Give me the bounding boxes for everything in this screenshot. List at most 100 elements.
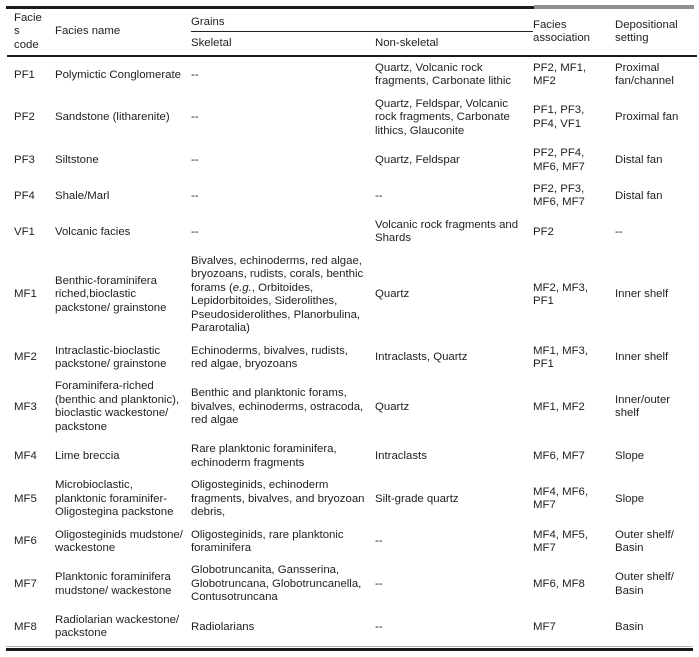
table-top-rule-gray-segment xyxy=(534,5,694,9)
cell-association: MF2, MF3, PF1 xyxy=(533,281,589,308)
cell-name: Intraclastic-bioclastic packstone/ grain… xyxy=(55,344,167,371)
cell-code: MF3 xyxy=(14,400,37,413)
header-non-skeletal: Non-skeletal xyxy=(375,31,533,58)
cell-setting: Outer shelf/ Basin xyxy=(615,571,674,597)
cell-skeletal: Bivalves, echinoderms, red algae, bryozo… xyxy=(191,254,364,335)
cell-name: Polymictic Conglomerate xyxy=(55,68,181,81)
cell-association: PF2, PF3, MF6, MF7 xyxy=(533,183,585,209)
cell-skeletal: -- xyxy=(191,111,199,124)
cell-association: MF1, MF3, PF1 xyxy=(533,344,589,371)
cell-code: MF4 xyxy=(14,450,37,462)
cell-non-skeletal: Quartz xyxy=(375,288,410,301)
cell-non-skeletal: -- xyxy=(375,577,383,590)
cell-non-skeletal: Quartz xyxy=(375,400,410,413)
table-row: MF4 Lime breccia Rare planktonic foraminif… xyxy=(7,439,697,475)
cell-non-skeletal: Quartz, Volcanic rock fragments, Carbona… xyxy=(375,61,512,88)
table-row: PF2 Sandstone (litharenite) -- Quartz, Feld… xyxy=(7,93,697,142)
cell-code: MF6 xyxy=(14,535,37,548)
cell-name: Radiolarian wackestone/ packstone xyxy=(55,613,180,640)
table-row: MF8 Radiolarian wackestone/ packstone Radi… xyxy=(7,609,697,645)
cell-code: PF1 xyxy=(14,68,35,81)
cell-name: Shale/Marl xyxy=(55,189,110,202)
header-facies-name: Facies name xyxy=(55,9,191,58)
cell-code: MF1 xyxy=(14,288,37,301)
facies-table: Facies code Facies name Grains Facies as… xyxy=(7,9,697,645)
table-row: MF5 Microbioclastic, planktonic foraminif… xyxy=(7,475,697,524)
table-row: PF3 Siltstone -- Quartz, Feldspar PF2, PF4, … xyxy=(7,143,697,179)
table-row: MF6 Oligosteginids mudstone/ wackestone Ol… xyxy=(7,524,697,560)
cell-skeletal: -- xyxy=(191,68,199,81)
cell-non-skeletal: Intraclasts xyxy=(375,450,427,462)
cell-non-skeletal: -- xyxy=(375,189,383,202)
cell-setting: Basin xyxy=(615,620,644,633)
cell-setting: -- xyxy=(615,225,623,238)
table-header: Facies code Facies name Grains Facies as… xyxy=(7,9,697,58)
cell-association: MF6, MF8 xyxy=(533,577,585,590)
cell-association: PF2, MF1, MF2 xyxy=(533,61,587,88)
header-grains: Grains xyxy=(191,9,533,32)
cell-skeletal: -- xyxy=(191,153,199,166)
cell-setting: Slope xyxy=(615,450,645,462)
cell-setting: Distal fan xyxy=(615,189,663,202)
cell-name: Sandstone (litharenite) xyxy=(55,111,170,124)
cell-name: Siltstone xyxy=(55,153,99,166)
cell-skeletal: Oligosteginids, echinoderm fragments, bi… xyxy=(191,479,365,519)
table-bottom-rule xyxy=(6,646,693,652)
cell-code: MF5 xyxy=(14,492,37,505)
cell-skeletal: Echinoderms, bivalves, rudists, red alga… xyxy=(191,344,348,371)
cell-association: MF4, MF6, MF7 xyxy=(533,485,589,512)
cell-setting: Distal fan xyxy=(615,153,663,166)
table-row: MF7 Planktonic foraminifera mudstone/ wac… xyxy=(7,560,697,609)
cell-non-skeletal: Quartz, Feldspar, Volcanic rock fragment… xyxy=(375,97,510,137)
cell-name: Benthic-foraminifera riched,bioclastic p… xyxy=(55,275,167,314)
table-row: PF1 Polymictic Conglomerate -- Quartz, Volc… xyxy=(7,56,697,93)
cell-non-skeletal: Silt-grade quartz xyxy=(375,492,459,505)
cell-code: MF2 xyxy=(14,351,37,364)
cell-skeletal: Benthic and planktonic forams, bivalves,… xyxy=(191,387,364,427)
header-skeletal: Skeletal xyxy=(191,31,375,58)
cell-non-skeletal: -- xyxy=(375,620,383,633)
table-row: PF4 Shale/Marl -- -- PF2, PF3, MF6, MF7 Dista… xyxy=(7,179,697,215)
table-row: MF2 Intraclastic-bioclastic packstone/ gr… xyxy=(7,340,697,376)
cell-setting: Outer shelf/ Basin xyxy=(615,528,674,554)
cell-association: MF4, MF5, MF7 xyxy=(533,528,589,554)
cell-setting: Inner shelf xyxy=(615,351,669,364)
cell-association: PF2 xyxy=(533,225,554,238)
table-row: MF1 Benthic-foraminifera riched,bioclasti… xyxy=(7,250,697,340)
table-top-rule xyxy=(6,5,694,9)
cell-code: PF2 xyxy=(14,111,35,124)
cell-association: PF2, PF4, MF6, MF7 xyxy=(533,147,585,173)
cell-skeletal: -- xyxy=(191,225,199,238)
cell-non-skeletal: Volcanic rock fragments and Shards xyxy=(375,218,519,245)
cell-code: PF3 xyxy=(14,153,35,166)
table-row: VF1 Volcanic facies -- Volcanic rock fragme… xyxy=(7,214,697,250)
cell-code: PF4 xyxy=(14,189,35,202)
cell-non-skeletal: Quartz, Feldspar xyxy=(375,153,460,166)
cell-name: Oligosteginids mudstone/ wackestone xyxy=(55,528,183,554)
cell-setting: Inner shelf xyxy=(615,288,669,301)
table-row: MF3 Foraminifera-riched (benthic and plan… xyxy=(7,376,697,439)
cell-setting: Proximal fan/channel xyxy=(615,61,674,88)
cell-association: MF7 xyxy=(533,620,556,633)
cell-name: Foraminifera-riched (benthic and plankto… xyxy=(55,380,180,433)
cell-skeletal: -- xyxy=(191,189,199,202)
cell-name: Volcanic facies xyxy=(55,225,131,238)
cell-association: PF1, PF3, PF4, VF1 xyxy=(533,104,585,130)
cell-name: Lime breccia xyxy=(55,450,120,462)
cell-code: VF1 xyxy=(14,225,35,238)
cell-skeletal: Radiolarians xyxy=(191,620,255,633)
cell-setting: Inner/outer shelf xyxy=(615,393,671,420)
cell-skeletal: Oligosteginids, rare planktonic foramini… xyxy=(191,528,344,554)
header-facies-code: Facies code xyxy=(7,9,55,58)
cell-name: Planktonic foraminifera mudstone/ wackes… xyxy=(55,571,172,597)
cell-skeletal: Globotruncanita, Gansserina, Globotrunca… xyxy=(191,564,362,604)
cell-code: MF7 xyxy=(14,577,37,590)
cell-association: MF1, MF2 xyxy=(533,400,585,413)
cell-setting: Proximal fan xyxy=(615,111,679,124)
cell-name: Microbioclastic, planktonic foraminifer-… xyxy=(55,479,174,519)
table-body: PF1 Polymictic Conglomerate -- Quartz, Volc… xyxy=(7,56,697,645)
cell-skeletal: Rare planktonic foraminifera, echinoderm… xyxy=(191,443,337,469)
header-depositional-setting: Depositional setting xyxy=(615,9,697,58)
cell-non-skeletal: Intraclasts, Quartz xyxy=(375,351,468,364)
